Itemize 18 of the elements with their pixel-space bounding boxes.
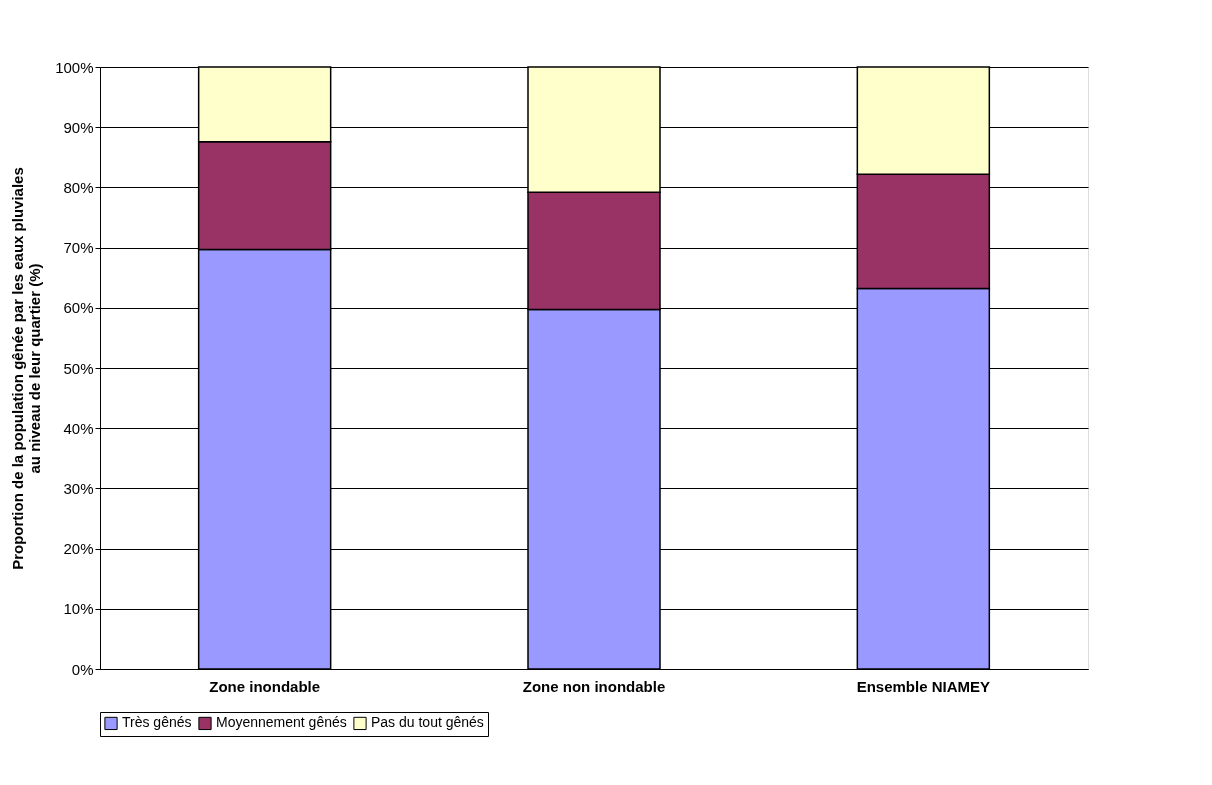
x-tick-label: Zone non inondable bbox=[522, 677, 666, 695]
y-tick-label: 70% bbox=[63, 239, 94, 257]
y-tick-label: 60% bbox=[63, 299, 94, 317]
y-axis-title: Proportion de la population gênée par les eaux pluviales au niveau de leur quartier (%) bbox=[9, 167, 44, 570]
y-tick-label: 20% bbox=[63, 540, 94, 558]
y-tick-label: 80% bbox=[63, 178, 94, 196]
legend-label: Très gênés bbox=[122, 714, 192, 731]
y-tick-label: 50% bbox=[63, 359, 94, 377]
x-tick-label: Zone inondable bbox=[209, 677, 321, 695]
x-tick-label: Ensemble NIAMEY bbox=[856, 677, 991, 695]
y-tick-label: 10% bbox=[63, 600, 94, 618]
y-tick-label: 40% bbox=[63, 419, 94, 437]
y-tick-label: 30% bbox=[63, 479, 94, 497]
y-tick-label: 90% bbox=[63, 118, 94, 136]
legend-label: Pas du tout gênés bbox=[371, 714, 484, 731]
legend-label: Moyennement gênés bbox=[216, 714, 347, 731]
y-tick-label: 100% bbox=[55, 58, 94, 76]
y-tick-label: 0% bbox=[71, 660, 94, 678]
